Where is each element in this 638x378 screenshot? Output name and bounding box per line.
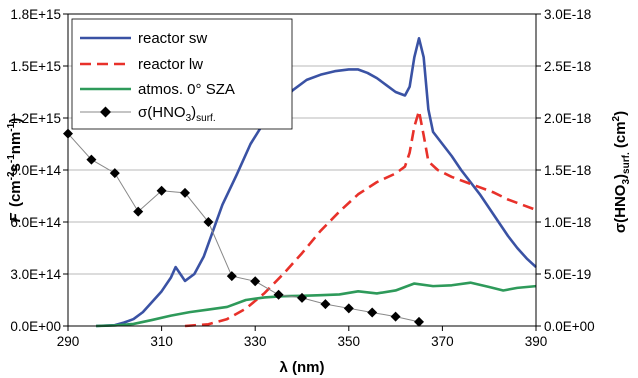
data-point-hno3-surf [156,185,167,196]
data-point-hno3-surf [320,299,331,310]
y-right-label-surf: surf. [621,152,632,174]
x-tick-label: 330 [244,334,267,349]
y-left-label-open: (cm [7,180,24,207]
series-line-reactor-lw [184,109,537,328]
legend-label-hno3-surf: surf. [196,113,215,124]
y-left-tick-label: 1.5E+15 [10,59,61,74]
y-right-tick-label: 0.0E+00 [544,319,595,334]
data-point-hno3-surf [109,168,120,179]
y-left-label-s: s [7,163,24,171]
data-point-hno3-surf [367,307,378,318]
y-right-label-close1: ) [612,174,629,179]
data-point-hno3-surf [343,303,354,314]
legend: reactor sw reactor lw atmos. 0° SZA σ(HN… [71,18,293,130]
y-left-tick-label: 0.0E+00 [10,319,61,334]
x-axis-label: λ (nm) [280,359,325,376]
series-group [63,36,537,328]
data-point-hno3-surf [390,311,401,322]
legend-label-hno3-main: σ(HNO [138,104,186,121]
y-right-label-sup2: 2 [611,115,622,121]
data-point-hno3-surf [86,154,97,165]
y-right-tick-label: 3.0E-18 [544,7,591,22]
data-point-hno3-surf [297,292,307,303]
legend-label-hno3: σ(HNO3)surf. [138,104,216,124]
y-right-tick-label: 2.0E-18 [544,111,591,126]
y-left-label-main: F [7,212,24,222]
y-right-tick-label: 1.0E-18 [544,215,591,230]
y-right-label-sub3: 3 [621,179,632,185]
x-tick-label: 350 [338,334,361,349]
series-line-hno3-surf [67,133,420,323]
y-right-tick-label: 2.5E-18 [544,59,591,74]
data-point-hno3-surf [180,187,190,198]
legend-swatch-hno3-marker [100,106,111,118]
data-point-hno3-surf [133,206,144,217]
y-left-label-sup1: -2 [6,171,17,180]
legend-label-reactor-sw: reactor sw [138,30,207,47]
y-right-tick-label: 1.5E-18 [544,163,591,178]
y-left-tick-label: 1.8E+15 [10,7,61,22]
legend-label-hno3-sub: 3 [186,113,192,124]
data-point-hno3-surf [250,276,261,287]
axes: 0.0E+00 3.0E+14 6.0E+14 9.0E+14 1.2E+15 1.5E+… [10,7,594,349]
series-line-reactor-sw [96,36,537,328]
x-tick-label: 370 [431,334,454,349]
y-left-label-sup2: -1 [6,154,17,163]
legend-label-hno3-close: ) [191,104,196,121]
y-axis-right-label: σ(HNO3)surf. (cm2) [611,111,632,233]
y-right-label-unit: (cm [612,121,629,152]
y-right-label-open: σ(HNO [612,184,629,233]
y-left-tick-label: 1.2E+15 [10,111,61,126]
y-right-label-close2: ) [612,111,629,116]
data-point-hno3-surf [414,316,424,327]
y-left-label-sup3: -1 [6,122,17,131]
data-point-hno3-surf [273,289,284,300]
y-left-tick-label: 6.0E+14 [10,215,61,230]
x-tick-label: 390 [525,334,548,349]
y-left-tick-label: 3.0E+14 [10,267,61,282]
series-line-atmos-0-sza [96,281,537,328]
data-point-hno3-surf [203,217,214,227]
legend-label-atmos: atmos. 0° SZA [138,81,235,98]
data-point-hno3-surf [226,271,237,282]
y-left-tick-label: 9.0E+14 [10,163,61,178]
y-left-label-nm: nm [7,132,24,155]
y-right-tick-label: 5.0E-19 [544,267,591,282]
x-tick-label: 290 [57,334,80,349]
x-tick-label: 310 [150,334,173,349]
legend-label-reactor-lw: reactor lw [138,56,203,73]
y-left-label-close: ) [7,118,24,123]
y-axis-left-label: F(cm-2s-1nm-1) [6,118,24,222]
